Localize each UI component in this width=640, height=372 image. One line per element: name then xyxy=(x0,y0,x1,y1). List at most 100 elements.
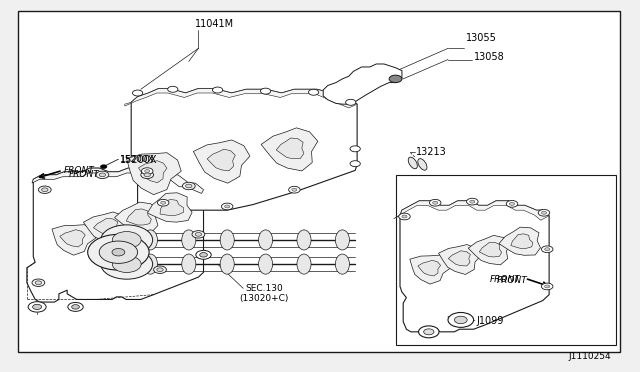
Circle shape xyxy=(99,241,138,263)
Circle shape xyxy=(141,168,153,174)
Circle shape xyxy=(399,213,410,220)
Polygon shape xyxy=(127,153,181,195)
Polygon shape xyxy=(410,255,451,284)
Circle shape xyxy=(100,165,107,169)
Circle shape xyxy=(419,326,439,338)
Text: (13020+C): (13020+C) xyxy=(239,294,289,303)
Ellipse shape xyxy=(220,254,234,274)
Circle shape xyxy=(101,249,152,279)
Ellipse shape xyxy=(182,230,196,250)
Text: J1099: J1099 xyxy=(476,316,504,326)
Circle shape xyxy=(212,87,223,93)
Polygon shape xyxy=(400,201,549,332)
Text: 15200X: 15200X xyxy=(120,155,158,165)
Polygon shape xyxy=(126,209,151,225)
Circle shape xyxy=(132,90,143,96)
Polygon shape xyxy=(83,212,129,243)
Circle shape xyxy=(509,202,515,205)
Circle shape xyxy=(113,256,141,272)
Circle shape xyxy=(88,234,149,270)
Polygon shape xyxy=(323,64,402,104)
Circle shape xyxy=(506,201,518,207)
Circle shape xyxy=(424,329,434,335)
Text: 15200X: 15200X xyxy=(120,155,155,164)
Circle shape xyxy=(28,302,46,312)
Ellipse shape xyxy=(259,230,273,250)
Polygon shape xyxy=(479,242,502,257)
Polygon shape xyxy=(27,168,204,302)
Polygon shape xyxy=(138,161,167,183)
Polygon shape xyxy=(468,235,511,265)
Polygon shape xyxy=(418,260,440,276)
Polygon shape xyxy=(511,234,533,248)
Polygon shape xyxy=(261,128,318,171)
Polygon shape xyxy=(52,225,96,255)
Circle shape xyxy=(101,225,152,255)
Circle shape xyxy=(402,215,407,218)
Ellipse shape xyxy=(297,254,311,274)
Polygon shape xyxy=(32,168,204,193)
Polygon shape xyxy=(160,199,184,216)
Circle shape xyxy=(68,302,83,311)
Ellipse shape xyxy=(220,230,234,250)
Circle shape xyxy=(145,170,150,173)
Text: FRONT: FRONT xyxy=(64,166,95,174)
Ellipse shape xyxy=(297,230,311,250)
Circle shape xyxy=(33,304,42,310)
Circle shape xyxy=(157,268,163,272)
Circle shape xyxy=(541,283,553,290)
Circle shape xyxy=(32,279,45,286)
Circle shape xyxy=(541,211,547,214)
Bar xyxy=(396,175,616,345)
Polygon shape xyxy=(394,201,549,220)
Ellipse shape xyxy=(143,230,157,250)
Circle shape xyxy=(389,75,402,83)
Circle shape xyxy=(72,305,79,309)
Circle shape xyxy=(541,246,553,253)
Ellipse shape xyxy=(335,254,349,274)
Polygon shape xyxy=(93,218,118,235)
Ellipse shape xyxy=(182,254,196,274)
Circle shape xyxy=(38,186,51,193)
Circle shape xyxy=(35,281,42,285)
Ellipse shape xyxy=(335,230,349,250)
Polygon shape xyxy=(115,202,159,232)
Text: FRONT: FRONT xyxy=(69,170,100,179)
Text: FRONT: FRONT xyxy=(490,275,520,284)
Circle shape xyxy=(350,161,360,167)
Polygon shape xyxy=(125,89,357,108)
Circle shape xyxy=(182,182,195,190)
Circle shape xyxy=(141,171,154,179)
Circle shape xyxy=(454,316,467,324)
Circle shape xyxy=(144,173,150,177)
Circle shape xyxy=(154,266,166,273)
Ellipse shape xyxy=(259,254,273,274)
Circle shape xyxy=(221,203,233,210)
Circle shape xyxy=(195,232,202,236)
Circle shape xyxy=(96,171,109,179)
Ellipse shape xyxy=(408,157,417,169)
Ellipse shape xyxy=(418,158,427,170)
Circle shape xyxy=(346,99,356,105)
Circle shape xyxy=(292,188,297,191)
Circle shape xyxy=(161,201,166,204)
Circle shape xyxy=(448,312,474,327)
Circle shape xyxy=(260,88,271,94)
Circle shape xyxy=(225,205,230,208)
Circle shape xyxy=(545,285,550,288)
Circle shape xyxy=(186,184,192,188)
Polygon shape xyxy=(438,244,481,275)
Circle shape xyxy=(157,199,169,206)
Circle shape xyxy=(168,86,178,92)
Circle shape xyxy=(113,231,141,248)
Circle shape xyxy=(545,248,550,251)
Circle shape xyxy=(42,188,48,192)
Text: 11041M: 11041M xyxy=(195,19,234,29)
Polygon shape xyxy=(207,149,236,171)
Polygon shape xyxy=(193,140,250,183)
Circle shape xyxy=(200,253,207,257)
Circle shape xyxy=(192,231,205,238)
Text: 13058: 13058 xyxy=(474,52,505,61)
Circle shape xyxy=(112,248,125,256)
Circle shape xyxy=(308,89,319,95)
